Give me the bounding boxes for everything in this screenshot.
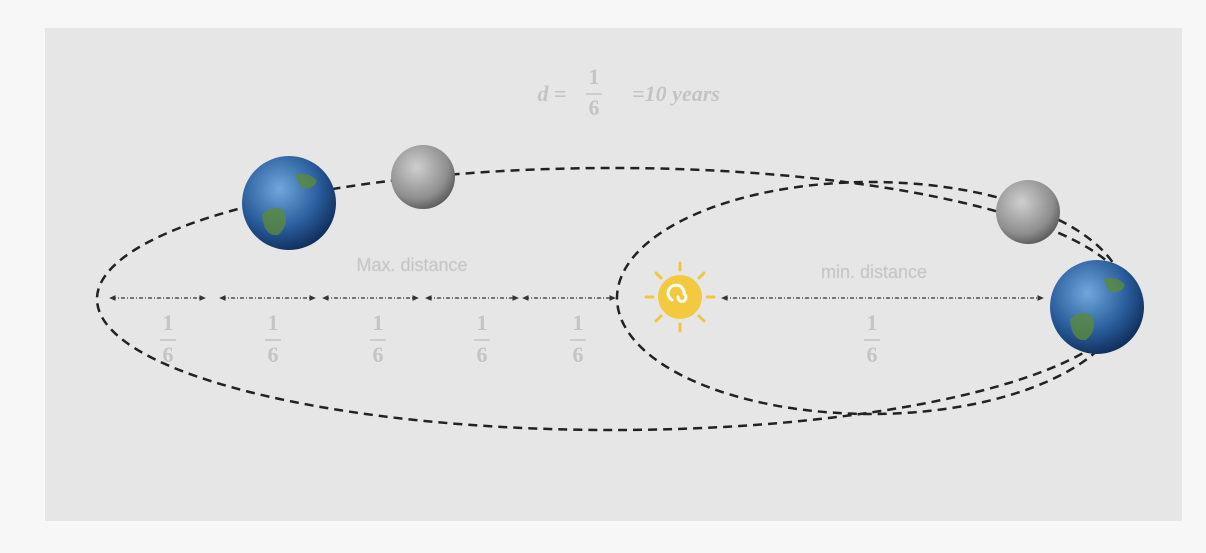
- segment-numerator: 1: [573, 310, 584, 335]
- min-distance-label: min. distance: [821, 262, 927, 282]
- moon: [391, 145, 455, 209]
- segment-numerator: 1: [867, 310, 878, 335]
- segment-numerator: 1: [163, 310, 174, 335]
- formula-lhs: d =: [537, 81, 566, 106]
- earth: [242, 156, 336, 250]
- panel: [45, 28, 1182, 521]
- segment-numerator: 1: [373, 310, 384, 335]
- formula-numerator: 1: [589, 64, 600, 89]
- segment-denominator: 6: [573, 342, 584, 367]
- segment-denominator: 6: [373, 342, 384, 367]
- formula-denominator: 6: [589, 95, 600, 120]
- segment-numerator: 1: [268, 310, 279, 335]
- formula-rhs: =10 years: [632, 81, 720, 106]
- moon: [996, 180, 1060, 244]
- earth: [1050, 260, 1144, 354]
- sun: [644, 261, 716, 333]
- max-distance-label: Max. distance: [356, 255, 467, 275]
- segment-denominator: 6: [477, 342, 488, 367]
- segment-denominator: 6: [268, 342, 279, 367]
- segment-denominator: 6: [163, 342, 174, 367]
- segment-denominator: 6: [867, 342, 878, 367]
- segment-numerator: 1: [477, 310, 488, 335]
